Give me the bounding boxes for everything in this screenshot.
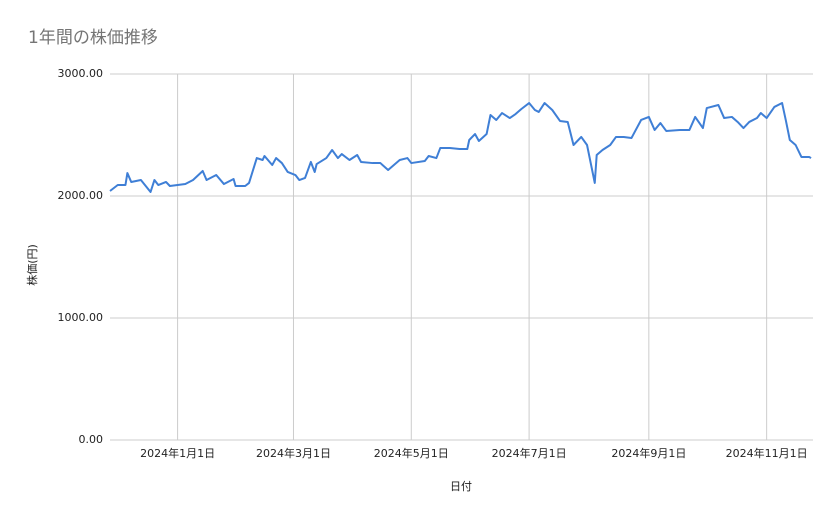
y-tick-label: 0.00 [79, 433, 104, 446]
y-tick-label: 1000.00 [58, 311, 104, 324]
x-axis-label: 日付 [450, 480, 472, 493]
x-tick-label: 2024年1月1日 [140, 446, 215, 460]
y-tick-label: 2000.00 [58, 189, 104, 202]
price-line [109, 102, 812, 193]
y-tick-label: 3000.00 [58, 67, 104, 80]
x-tick-label: 2024年9月1日 [611, 446, 686, 460]
x-tick-label: 2024年3月1日 [256, 446, 331, 460]
chart-title: 1年間の株価推移 [28, 28, 158, 48]
y-axis-label: 株価(円) [25, 244, 39, 286]
x-tick-label: 2024年7月1日 [492, 446, 567, 460]
x-tick-label: 2024年11月1日 [726, 446, 808, 460]
x-tick-label: 2024年5月1日 [374, 446, 449, 460]
